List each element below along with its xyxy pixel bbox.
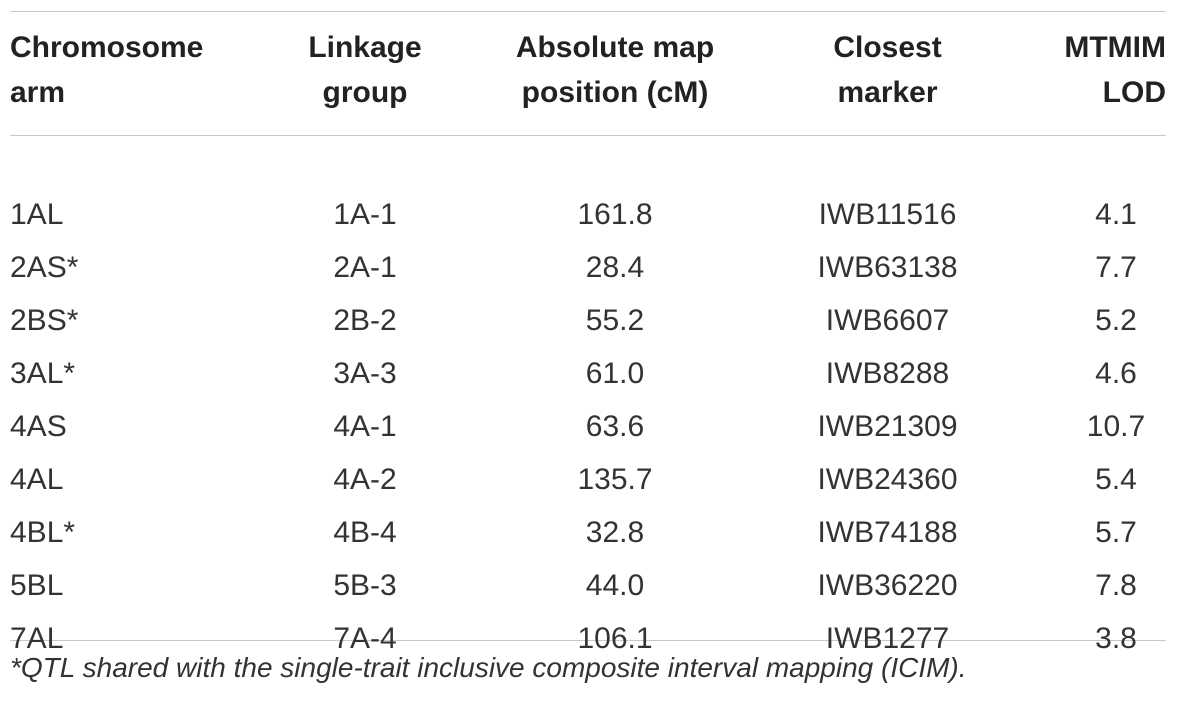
cell-marker: IWB8288	[825, 356, 950, 390]
cell-group: 4B-4	[333, 515, 397, 549]
cell-marker: IWB63138	[817, 250, 958, 284]
cell-marker: IWB21309	[817, 409, 958, 443]
table-row: 5BL 5B-3 44.0 IWB36220 7.8	[10, 559, 1166, 612]
header-chromosome-arm: Chromosome arm	[10, 25, 245, 135]
cell-position: 61.0	[585, 356, 645, 390]
cell-marker: IWB1277	[825, 621, 950, 655]
table-bottom-rule	[10, 640, 1166, 641]
cell-marker: IWB6607	[825, 303, 950, 337]
cell-group: 3A-3	[333, 356, 397, 390]
cell-marker: IWB74188	[817, 515, 958, 549]
cell-lod: 7.8	[1095, 568, 1137, 602]
table-row: 3AL* 3A-3 61.0 IWB8288 4.6	[10, 347, 1166, 400]
table-header-rule	[10, 135, 1166, 136]
header-line: Chromosome	[10, 31, 204, 64]
cell-position: 44.0	[585, 568, 645, 602]
header-line: MTMIM	[1064, 31, 1166, 64]
table-header: Chromosome arm Linkage group Absolute ma…	[10, 25, 1166, 135]
header-map-position: Absolute map position (cM)	[485, 25, 745, 135]
cell-position: 32.8	[585, 515, 645, 549]
header-line: Closest	[833, 31, 942, 64]
header-line: Linkage	[308, 31, 422, 64]
cell-marker: IWB24360	[817, 462, 958, 496]
header-line: Absolute map	[515, 31, 715, 64]
table-top-rule	[10, 11, 1166, 12]
cell-lod: 7.7	[1095, 250, 1137, 284]
header-line: arm	[10, 76, 66, 109]
header-line: position (cM)	[521, 76, 709, 109]
header-line: marker	[837, 76, 938, 109]
spacer-cell	[10, 135, 1166, 188]
table-row: 2BS* 2B-2 55.2 IWB6607 5.2	[10, 294, 1166, 347]
cell-marker: IWB11516	[818, 197, 957, 231]
cell-group: 7A-4	[333, 621, 397, 655]
table-row: 7AL 7A-4 106.1 IWB1277 3.8	[10, 612, 1166, 665]
table-row: 4BL* 4B-4 32.8 IWB74188 5.7	[10, 506, 1166, 559]
cell-arm: 3AL*	[10, 356, 76, 390]
cell-arm: 4AS	[10, 409, 67, 443]
cell-position: 135.7	[577, 462, 653, 496]
cell-group: 5B-3	[333, 568, 397, 602]
cell-position: 55.2	[585, 303, 645, 337]
table-body: 1AL 1A-1 161.8 IWB11516 4.1 2AS* 2A-1 28…	[10, 135, 1166, 665]
cell-lod: 5.2	[1095, 303, 1137, 337]
header-row: Chromosome arm Linkage group Absolute ma…	[10, 25, 1166, 135]
header-closest-marker: Closest marker	[745, 25, 1030, 135]
cell-position: 161.8	[577, 197, 653, 231]
cell-lod: 5.4	[1095, 462, 1137, 496]
header-mtmim-lod: MTMIM LOD	[1030, 25, 1166, 135]
cell-lod: 5.7	[1095, 515, 1137, 549]
cell-lod: 4.6	[1095, 356, 1137, 390]
table-row: 4AL 4A-2 135.7 IWB24360 5.4	[10, 453, 1166, 506]
cell-arm: 4BL*	[10, 515, 76, 549]
cell-arm: 2BS*	[10, 303, 79, 337]
cell-group: 4A-1	[333, 409, 397, 443]
spacer-row	[10, 135, 1166, 188]
header-linkage-group: Linkage group	[245, 25, 485, 135]
cell-position: 28.4	[585, 250, 645, 284]
cell-arm: 4AL	[10, 462, 64, 496]
cell-group: 4A-2	[333, 462, 397, 496]
qtl-table: Chromosome arm Linkage group Absolute ma…	[10, 25, 1166, 665]
cell-arm: 5BL	[10, 568, 64, 602]
header-line: LOD	[1102, 76, 1166, 109]
cell-lod: 10.7	[1086, 409, 1146, 443]
table-row: 2AS* 2A-1 28.4 IWB63138 7.7	[10, 241, 1166, 294]
cell-marker: IWB36220	[817, 568, 958, 602]
cell-position: 63.6	[585, 409, 645, 443]
cell-lod: 3.8	[1095, 621, 1137, 655]
cell-group: 2A-1	[333, 250, 397, 284]
cell-arm: 7AL	[10, 621, 64, 655]
cell-group: 1A-1	[333, 197, 397, 231]
table-footnote: *QTL shared with the single-trait inclus…	[10, 652, 967, 683]
header-line: group	[322, 76, 408, 109]
table-row: 4AS 4A-1 63.6 IWB21309 10.7	[10, 400, 1166, 453]
table-row: 1AL 1A-1 161.8 IWB11516 4.1	[10, 188, 1166, 241]
cell-arm: 1AL	[10, 197, 64, 231]
cell-lod: 4.1	[1095, 197, 1137, 231]
cell-position: 106.1	[577, 621, 653, 655]
cell-arm: 2AS*	[10, 250, 79, 284]
cell-group: 2B-2	[333, 303, 397, 337]
